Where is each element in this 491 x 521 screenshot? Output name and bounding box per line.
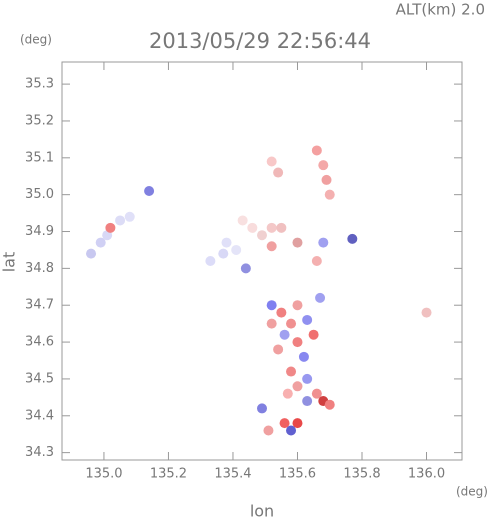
echo-point [302,396,313,407]
echo-point [124,211,135,222]
echo-point [292,381,303,392]
echo-point [266,300,277,311]
echo-point [218,248,229,259]
x-unit: (deg) [456,485,488,499]
echo-point [292,337,303,348]
echo-point [115,215,126,226]
x-tick-label: 135.2 [150,467,187,482]
y-tick-label: 35.0 [25,187,54,202]
echo-point [221,237,232,248]
y-tick-label: 34.5 [25,371,54,386]
echo-point [318,237,329,248]
echo-point [266,156,277,167]
echo-point [247,222,258,233]
echo-point [276,307,287,318]
x-tick-label: 135.8 [343,467,380,482]
y-unit: (deg) [20,33,52,47]
echo-point [273,167,284,178]
x-axis-label: lon [250,502,274,521]
echo-point [266,318,277,329]
y-tick-label: 34.9 [25,224,54,239]
echo-point [273,344,284,355]
echo-point [266,241,277,252]
echo-point [302,373,313,384]
echo-point [292,418,303,429]
echo-point [302,314,313,325]
echo-point [279,329,290,340]
y-tick-label: 34.8 [25,261,54,276]
echo-point [105,222,116,233]
echo-point [298,351,309,362]
echo-point [321,174,332,185]
echo-point [279,418,290,429]
y-tick-label: 34.3 [25,445,54,460]
echo-point [257,230,267,241]
echo-point [318,160,329,171]
echo-point [292,300,303,311]
y-tick-label: 34.4 [25,408,54,423]
echo-point [276,222,287,233]
echo-point [421,307,432,318]
echo-point [263,425,274,436]
echo-point [308,329,319,340]
echo-point [292,237,303,248]
echo-point [286,318,297,329]
y-tick-label: 35.3 [25,77,54,92]
echo-point [95,237,106,248]
plot-frame [61,61,463,461]
echo-point [266,222,277,233]
x-tick-label: 135.4 [214,467,251,482]
echo-point [286,425,297,436]
y-tick-label: 35.2 [25,113,54,128]
y-tick-label: 34.7 [25,298,54,313]
echo-point [311,256,322,266]
echo-point [311,388,322,399]
y-tick-label: 34.6 [25,335,54,350]
echo-point [286,366,297,377]
echo-point [282,388,293,399]
x-tick-label: 136.0 [408,467,445,482]
echo-point [205,256,216,266]
echo-point [231,244,242,255]
echo-point [237,215,248,226]
echo-point [240,263,251,274]
x-tick-label: 135.0 [85,467,122,482]
altitude-label: ALT(km) 2.0 [396,1,485,19]
echo-point [86,248,97,259]
echo-point [324,189,335,200]
chart-title: 2013/05/29 22:56:44 [149,29,371,53]
echo-point [315,292,326,303]
x-tick-label: 135.6 [279,467,316,482]
y-tick-label: 35.1 [25,150,54,165]
echo-point [144,185,155,196]
echo-point [324,399,335,410]
echo-point [347,233,358,244]
echo-point [311,145,322,156]
echo-point [257,403,267,414]
y-axis-label: lat [0,252,19,273]
